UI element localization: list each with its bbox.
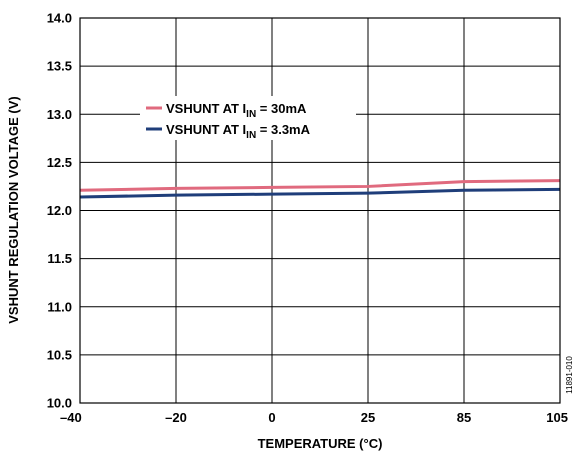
plot-frame [79, 17, 561, 404]
grid [80, 18, 560, 403]
x-axis-title: TEMPERATURE (°C) [258, 436, 383, 451]
series-line-1 [79, 179, 561, 192]
y-tick-label: 13.5 [47, 59, 72, 74]
legend-background [140, 96, 356, 140]
y-tick-labels: 10.0 10.5 11.0 11.5 12.0 12.5 13.0 13.5 14.0 [47, 11, 72, 411]
y-tick-label: 14.0 [47, 11, 72, 26]
x-tick-label: 25 [361, 410, 375, 425]
legend-label-series-1: VSHUNT AT IIN = 30mA [166, 101, 307, 120]
x-tick-label: 0 [268, 410, 275, 425]
figure-code: 11891-010 [565, 356, 574, 394]
x-tick-label: –40 [60, 410, 82, 425]
y-tick-label: 11.5 [47, 251, 72, 266]
y-tick-label: 10.0 [47, 396, 72, 411]
series-line-2 [79, 187, 561, 199]
y-tick-label: 11.0 [47, 299, 72, 314]
y-tick-label: 12.0 [47, 203, 72, 218]
series-lines [79, 179, 561, 199]
y-tick-label: 12.5 [47, 155, 72, 170]
x-tick-labels: –40 –20 0 25 85 105 [60, 410, 568, 425]
legend-label-series-2: VSHUNT AT IIN = 3.3mA [166, 122, 311, 141]
y-axis-title: VSHUNT REGULATION VOLTAGE (V) [6, 96, 21, 324]
y-tick-label: 10.5 [47, 347, 72, 362]
legend: VSHUNT AT IIN = 30mA VSHUNT AT IIN = 3.3… [140, 96, 356, 141]
y-tick-label: 13.0 [47, 107, 72, 122]
x-tick-label: –20 [165, 410, 187, 425]
x-tick-label: 85 [457, 410, 471, 425]
x-tick-label: 105 [546, 410, 568, 425]
